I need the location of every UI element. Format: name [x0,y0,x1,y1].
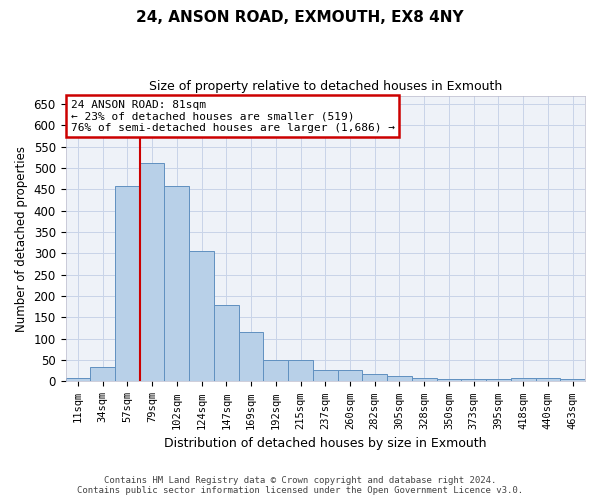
Bar [536,378,560,382]
Bar [511,378,536,382]
Bar [560,380,585,382]
Bar [313,370,338,382]
Bar [362,374,387,382]
Bar [189,252,214,382]
Bar [239,332,263,382]
Bar [486,380,511,382]
Bar [338,370,362,382]
Bar [461,380,486,382]
Bar [65,378,90,382]
Bar [164,186,189,382]
Text: 24 ANSON ROAD: 81sqm
← 23% of detached houses are smaller (519)
76% of semi-deta: 24 ANSON ROAD: 81sqm ← 23% of detached h… [71,100,395,133]
Bar [214,304,239,382]
Bar [140,163,164,382]
Bar [412,378,437,382]
Text: Contains HM Land Registry data © Crown copyright and database right 2024.
Contai: Contains HM Land Registry data © Crown c… [77,476,523,495]
X-axis label: Distribution of detached houses by size in Exmouth: Distribution of detached houses by size … [164,437,487,450]
Bar [115,186,140,382]
Title: Size of property relative to detached houses in Exmouth: Size of property relative to detached ho… [149,80,502,93]
Bar [437,380,461,382]
Bar [90,366,115,382]
Bar [263,360,288,382]
Bar [387,376,412,382]
Text: 24, ANSON ROAD, EXMOUTH, EX8 4NY: 24, ANSON ROAD, EXMOUTH, EX8 4NY [136,10,464,25]
Bar [288,360,313,382]
Y-axis label: Number of detached properties: Number of detached properties [15,146,28,332]
